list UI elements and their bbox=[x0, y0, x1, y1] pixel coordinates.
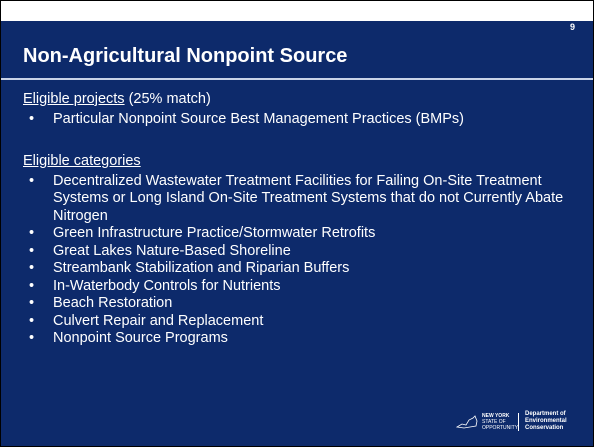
list-item: Particular Nonpoint Source Best Manageme… bbox=[23, 111, 583, 129]
list-item: Culvert Repair and Replacement bbox=[23, 313, 583, 331]
state-logo: NEW YORK STATE OF OPPORTUNITY bbox=[482, 412, 519, 431]
slide-title: Non-Agricultural Nonpoint Source bbox=[23, 45, 348, 67]
content: Eligible projects (25% match) Particular … bbox=[23, 91, 583, 373]
list-item: Beach Restoration bbox=[23, 295, 583, 313]
title-rule bbox=[1, 78, 593, 80]
list-item: Nonpoint Source Programs bbox=[23, 330, 583, 348]
page-number: 9 bbox=[569, 22, 575, 32]
section-heading-line: Eligible categories bbox=[23, 153, 583, 171]
list-item: Green Infrastructure Practice/Stormwater… bbox=[23, 225, 583, 243]
section: Eligible categories Decentralized Wastewa… bbox=[23, 153, 583, 348]
list-item: In-Waterbody Controls for Nutrients bbox=[23, 278, 583, 296]
section: Eligible projects (25% match) Particular … bbox=[23, 91, 583, 128]
list-item: Great Lakes Nature-Based Shoreline bbox=[23, 243, 583, 261]
state-tagline: STATE OF OPPORTUNITY bbox=[482, 418, 519, 431]
top-band bbox=[1, 1, 593, 21]
state-outline bbox=[456, 414, 478, 428]
agency-name: Department of Environmental Conservation bbox=[525, 411, 567, 431]
section-note: (25% match) bbox=[128, 91, 211, 107]
list-item: Decentralized Wastewater Treatment Facil… bbox=[23, 173, 583, 226]
item-list: Decentralized Wastewater Treatment Facil… bbox=[23, 173, 583, 348]
section-heading: Eligible categories bbox=[23, 153, 141, 169]
logo: NEW YORK STATE OF OPPORTUNITY Department… bbox=[456, 411, 577, 432]
list-item: Streambank Stabilization and Riparian Bu… bbox=[23, 260, 583, 278]
section-heading-line: Eligible projects (25% match) bbox=[23, 91, 583, 109]
item-list: Particular Nonpoint Source Best Manageme… bbox=[23, 111, 583, 129]
state-name: NEW YORK bbox=[482, 412, 510, 419]
section-heading: Eligible projects bbox=[23, 91, 125, 107]
